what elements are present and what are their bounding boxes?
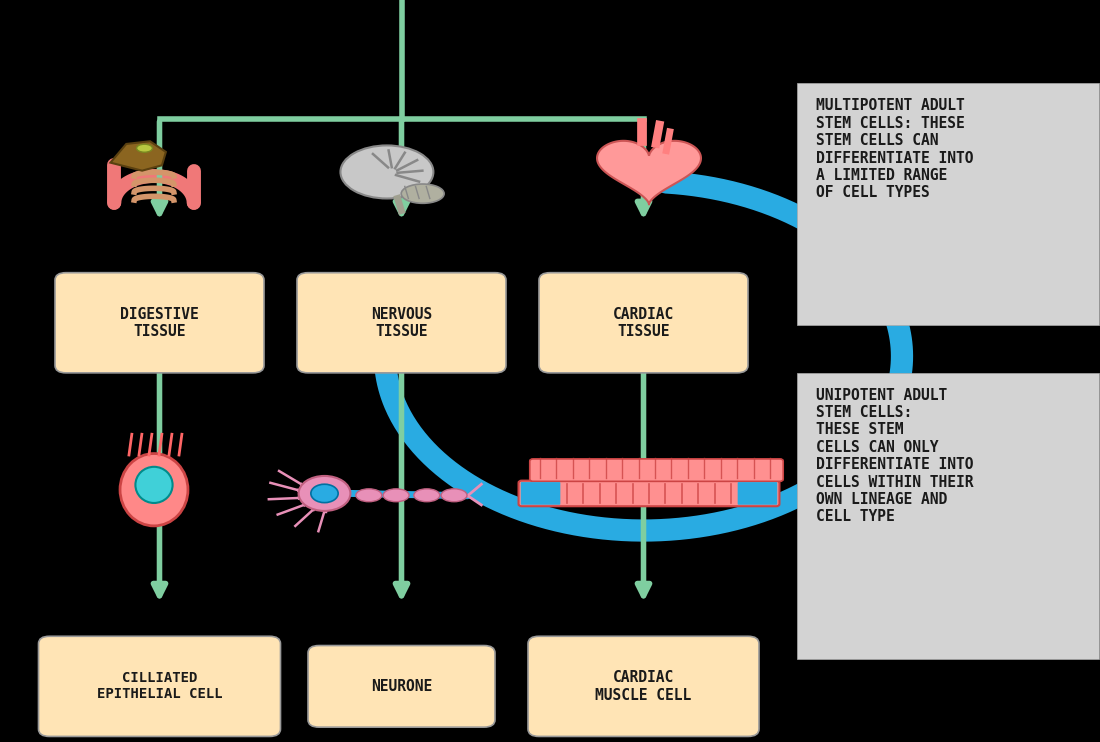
Circle shape: [311, 485, 338, 502]
Text: UNIPOTENT ADULT
STEM CELLS:
THESE STEM
CELLS CAN ONLY
DIFFERENTIATE INTO
CELLS W: UNIPOTENT ADULT STEM CELLS: THESE STEM C…: [816, 387, 974, 525]
Ellipse shape: [341, 145, 433, 199]
Text: CILLIATED
EPITHELIAL CELL: CILLIATED EPITHELIAL CELL: [97, 672, 222, 701]
Circle shape: [298, 476, 351, 511]
FancyBboxPatch shape: [530, 459, 783, 482]
FancyBboxPatch shape: [796, 84, 1100, 325]
FancyBboxPatch shape: [520, 482, 560, 505]
Polygon shape: [110, 141, 166, 171]
FancyBboxPatch shape: [738, 482, 778, 505]
FancyBboxPatch shape: [539, 273, 748, 373]
Ellipse shape: [383, 489, 409, 502]
Text: NERVOUS
TISSUE: NERVOUS TISSUE: [371, 306, 432, 339]
Ellipse shape: [356, 489, 382, 502]
Text: CARDIAC
MUSCLE CELL: CARDIAC MUSCLE CELL: [595, 670, 692, 703]
Text: NEURONE: NEURONE: [371, 679, 432, 694]
FancyBboxPatch shape: [308, 646, 495, 727]
FancyBboxPatch shape: [55, 273, 264, 373]
Ellipse shape: [120, 453, 188, 526]
FancyBboxPatch shape: [796, 373, 1100, 659]
Ellipse shape: [135, 467, 173, 503]
FancyBboxPatch shape: [528, 636, 759, 736]
Ellipse shape: [414, 489, 440, 502]
FancyBboxPatch shape: [297, 273, 506, 373]
Ellipse shape: [136, 144, 153, 152]
Polygon shape: [597, 141, 701, 204]
Text: DIGESTIVE
TISSUE: DIGESTIVE TISSUE: [120, 306, 199, 339]
Text: CARDIAC
TISSUE: CARDIAC TISSUE: [613, 306, 674, 339]
FancyBboxPatch shape: [518, 481, 780, 506]
Text: MULTIPOTENT ADULT
STEM CELLS: THESE
STEM CELLS CAN
DIFFERENTIATE INTO
A LIMITED : MULTIPOTENT ADULT STEM CELLS: THESE STEM…: [816, 99, 974, 200]
Ellipse shape: [402, 184, 444, 203]
Ellipse shape: [441, 489, 468, 502]
FancyBboxPatch shape: [39, 636, 280, 736]
